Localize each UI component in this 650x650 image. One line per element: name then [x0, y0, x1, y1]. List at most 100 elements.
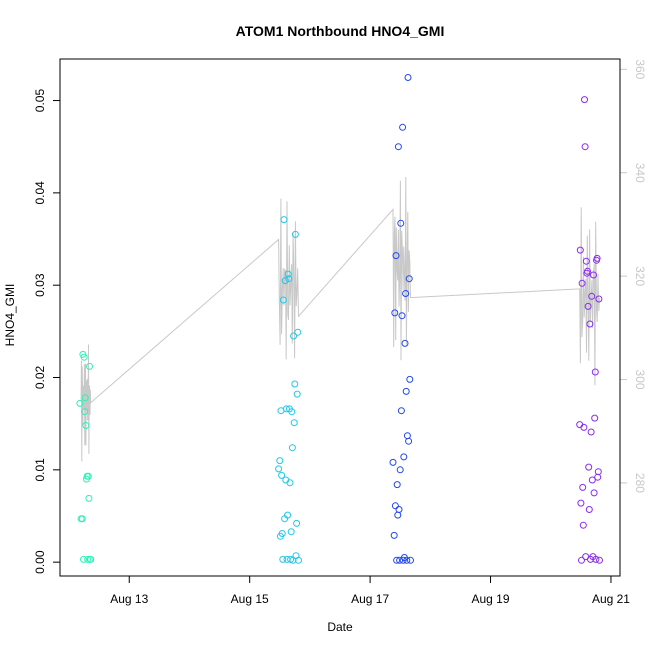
data-point — [81, 408, 89, 416]
plot-frame — [59, 58, 621, 577]
data-point — [85, 494, 93, 502]
data-point — [582, 257, 590, 265]
data-point — [401, 339, 409, 347]
data-point — [279, 296, 287, 304]
data-point — [278, 471, 286, 479]
data-point — [581, 143, 589, 151]
secondary-series-line — [80, 176, 600, 462]
data-point — [76, 399, 84, 407]
data-point — [591, 368, 599, 376]
data-point — [596, 556, 603, 564]
secondary-line-path — [80, 176, 600, 462]
data-point — [577, 499, 585, 507]
data-point — [290, 419, 298, 427]
data-point — [288, 444, 296, 452]
data-point — [395, 506, 403, 513]
data-point — [390, 531, 398, 539]
data-point — [398, 312, 406, 320]
data-point — [397, 219, 405, 227]
data-point — [291, 380, 299, 388]
data-point — [584, 302, 592, 310]
data-point — [590, 489, 598, 497]
y-tick-label: 0.01 — [33, 458, 47, 482]
data-point — [286, 479, 294, 487]
x-tick-label: Aug 17 — [351, 592, 389, 606]
data-point — [588, 292, 596, 300]
y2-tick-label: 300 — [633, 370, 647, 390]
x-tick-label: Aug 21 — [592, 592, 630, 606]
data-point — [394, 143, 402, 151]
data-point — [584, 267, 591, 275]
data-point — [576, 246, 584, 254]
data-point — [403, 432, 411, 440]
data-point — [588, 476, 596, 484]
data-point — [291, 230, 299, 238]
data-point — [391, 309, 399, 317]
data-point — [394, 511, 402, 519]
data-point — [407, 556, 414, 564]
data-point — [399, 123, 407, 131]
data-point — [84, 555, 92, 563]
y2-tick-label: 340 — [633, 163, 647, 183]
y-axis-label: HNO4_GMI — [3, 284, 17, 347]
x-tick-label: Aug 15 — [231, 592, 269, 606]
data-point — [281, 277, 289, 285]
x-tick-label: Aug 19 — [472, 592, 510, 606]
data-point — [295, 556, 302, 564]
data-point — [282, 405, 290, 413]
data-point — [285, 275, 293, 283]
y2-tick-label: 280 — [633, 473, 647, 493]
data-point — [403, 556, 411, 564]
data-point — [80, 555, 87, 563]
y-tick-label: 0.02 — [33, 366, 47, 390]
data-point — [389, 458, 397, 466]
data-point — [586, 320, 594, 328]
data-point — [293, 519, 301, 527]
data-point — [293, 390, 301, 398]
data-point — [593, 254, 601, 262]
x-axis-label: Date — [327, 620, 353, 634]
data-point — [595, 295, 603, 303]
data-point — [288, 408, 296, 416]
data-point — [278, 530, 286, 537]
y-tick-label: 0.05 — [33, 89, 47, 113]
y-tick-label: 0.04 — [33, 181, 47, 205]
y-tick-label: 0.00 — [33, 550, 47, 574]
data-point — [391, 502, 399, 510]
data-point — [396, 466, 404, 474]
data-point — [393, 556, 401, 564]
data-point — [87, 555, 95, 563]
data-point — [287, 528, 295, 536]
data-point — [393, 481, 401, 489]
data-point — [592, 555, 600, 563]
data-point — [284, 270, 292, 278]
data-point — [585, 463, 593, 471]
data-point — [276, 457, 284, 465]
data-point — [280, 216, 288, 224]
data-point — [84, 472, 92, 480]
y2-tick-label: 320 — [633, 266, 647, 286]
data-point — [82, 422, 90, 429]
data-point — [275, 465, 283, 473]
data-point — [284, 511, 292, 519]
data-point — [279, 555, 287, 563]
data-point — [405, 275, 413, 283]
data-point — [406, 375, 414, 383]
axes: Aug 13 Aug 15 Aug 17 Aug 19 Aug 21 0.00 0.01 0.… — [33, 59, 647, 606]
data-point — [579, 521, 587, 529]
scatter-points — [76, 74, 603, 564]
data-point — [578, 279, 586, 287]
data-point — [400, 453, 408, 461]
data-point — [402, 290, 410, 297]
data-point — [294, 328, 302, 336]
data-point — [290, 332, 298, 340]
y2-tick-label: 360 — [633, 59, 647, 79]
data-point — [402, 387, 410, 395]
data-point — [576, 421, 584, 429]
data-point — [78, 515, 86, 523]
data-point — [591, 414, 599, 422]
data-point — [81, 394, 89, 402]
data-point — [579, 483, 587, 491]
data-point — [581, 96, 588, 104]
